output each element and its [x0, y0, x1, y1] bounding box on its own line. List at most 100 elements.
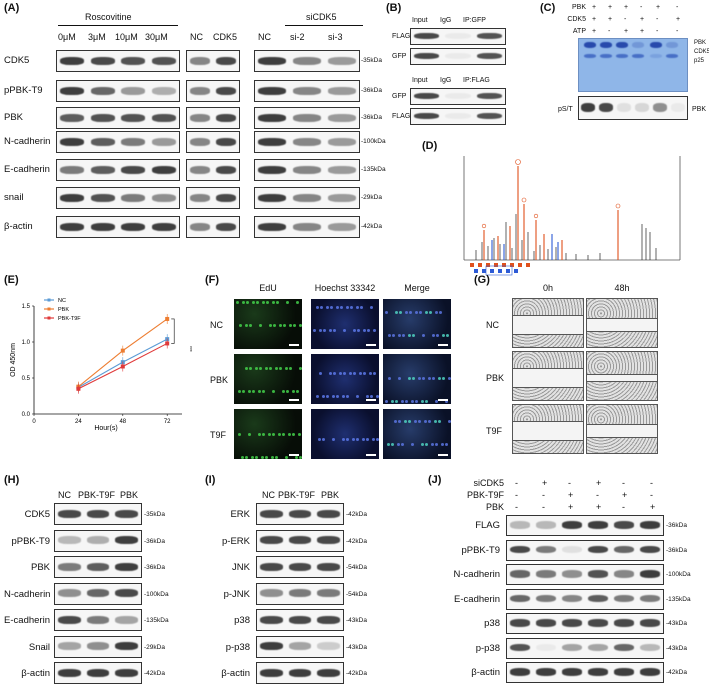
cell-nucleus	[448, 420, 451, 423]
h-blot-band	[86, 668, 110, 677]
j-blot-band	[561, 643, 583, 652]
cdk5-oe-blot	[186, 131, 240, 153]
j-blot-band	[613, 521, 635, 529]
cell-nucleus	[445, 400, 448, 403]
cell-nucleus	[279, 324, 282, 327]
cell-nucleus	[265, 367, 268, 370]
cell-nucleus	[394, 420, 397, 423]
cell-nucleus	[428, 377, 431, 380]
cell-nucleus	[392, 334, 395, 337]
blot-row-label: N-cadherin	[4, 136, 51, 147]
scale-bar	[366, 399, 376, 401]
cell-nucleus	[258, 390, 261, 393]
cell-nucleus	[424, 420, 427, 423]
cell-nucleus	[429, 311, 432, 314]
h-blot-band	[57, 562, 81, 571]
phospho-blot-band	[652, 103, 668, 112]
cell-nucleus	[438, 377, 441, 380]
microscopy-column-label: EdU	[259, 283, 277, 293]
cell-nucleus	[402, 334, 405, 337]
i-blot-band	[317, 668, 341, 677]
phospho-blot-band	[634, 103, 650, 112]
j-blot-band	[535, 668, 557, 676]
i-blot-band	[317, 615, 341, 624]
j-blot-band	[587, 619, 609, 627]
h-molecular-weight: -36kDa	[144, 564, 165, 571]
cell-nucleus	[236, 301, 239, 304]
cell-nucleus	[249, 324, 252, 327]
coomassie-band	[632, 42, 644, 48]
i-row-label: p-ERK	[222, 535, 250, 547]
cdk5-oe-blot-band	[215, 56, 237, 65]
cell-nucleus	[333, 329, 336, 332]
j-blot-band	[509, 545, 531, 554]
microscopy-column-label: Hoechst 33342	[314, 283, 376, 293]
si-lane-label: si-3	[328, 32, 343, 42]
j-blot-band	[639, 570, 661, 578]
cell-nucleus	[336, 395, 339, 398]
h-row-label: PBK	[30, 562, 50, 573]
cell-nucleus	[273, 324, 276, 327]
j-row-label: N-cadherin	[453, 569, 500, 580]
microscopy-column-label: Merge	[404, 283, 430, 293]
panel-h-label: (H)	[4, 474, 20, 486]
cell-nucleus	[376, 438, 379, 441]
roscovitine-blot-band	[121, 86, 146, 95]
j-condition-label: siCDK5	[473, 478, 504, 488]
roscovitine-blot-band	[90, 56, 115, 65]
roscovitine-blot	[56, 159, 180, 181]
h-blot-band	[86, 536, 110, 544]
coomassie-band	[616, 42, 628, 48]
j-condition-label: PBK-T9F	[466, 490, 504, 500]
cell-nucleus	[245, 367, 248, 370]
cell-nucleus	[428, 420, 431, 423]
cell-nucleus	[288, 433, 291, 436]
i-molecular-weight: -42kDa	[346, 670, 367, 677]
cell-nucleus	[363, 329, 366, 332]
oe-lane-label: CDK5	[213, 32, 238, 42]
phospho-label: pS/T	[558, 106, 573, 113]
cell-nucleus	[434, 420, 437, 423]
data-point	[165, 316, 170, 321]
i-blot-band	[317, 536, 341, 544]
cell-nucleus	[356, 395, 359, 398]
blot-row-label: β-actin	[4, 221, 33, 232]
x-tick-label: 72	[164, 419, 171, 425]
data-point	[165, 341, 170, 346]
coomassie-band	[616, 54, 628, 58]
h-blot-band	[115, 589, 139, 597]
roscovitine-blot-band	[121, 222, 146, 231]
i-lane-label: PBK	[321, 490, 340, 500]
cell-nucleus	[251, 456, 254, 459]
cell-nucleus	[436, 334, 439, 337]
x-tick-label: 0	[32, 419, 36, 425]
molecular-weight-label: -100kDa	[361, 138, 386, 145]
j-sign: -	[542, 490, 545, 500]
hoechst-image	[310, 408, 380, 460]
cell-nucleus	[292, 433, 295, 436]
cell-nucleus	[408, 420, 411, 423]
i-row-label: β-actin	[221, 668, 250, 679]
y-tick-label: 1.0	[22, 340, 31, 346]
cell-nucleus	[299, 456, 302, 459]
roscovitine-blot-band	[90, 193, 115, 202]
i-blot-band	[259, 509, 283, 518]
j-blot	[506, 637, 664, 659]
cell-nucleus	[415, 311, 418, 314]
cdk5-oe-blot-band	[215, 137, 237, 146]
cell-nucleus	[266, 301, 269, 304]
cell-nucleus	[419, 311, 422, 314]
cell-nucleus	[239, 324, 242, 327]
cell-nucleus	[238, 433, 241, 436]
scale-bar	[438, 399, 448, 401]
edu-image	[233, 353, 303, 405]
cell-nucleus	[245, 456, 248, 459]
cell-nucleus	[275, 456, 278, 459]
panel-d-spectrum	[463, 156, 681, 276]
j-sign: -	[596, 490, 599, 500]
co-ip-header: IP:GFP	[463, 17, 486, 24]
cell-nucleus	[286, 301, 289, 304]
cell-nucleus	[412, 334, 415, 337]
dose-label: 10μM	[115, 32, 138, 42]
j-row-label: E-cadherin	[454, 593, 500, 605]
